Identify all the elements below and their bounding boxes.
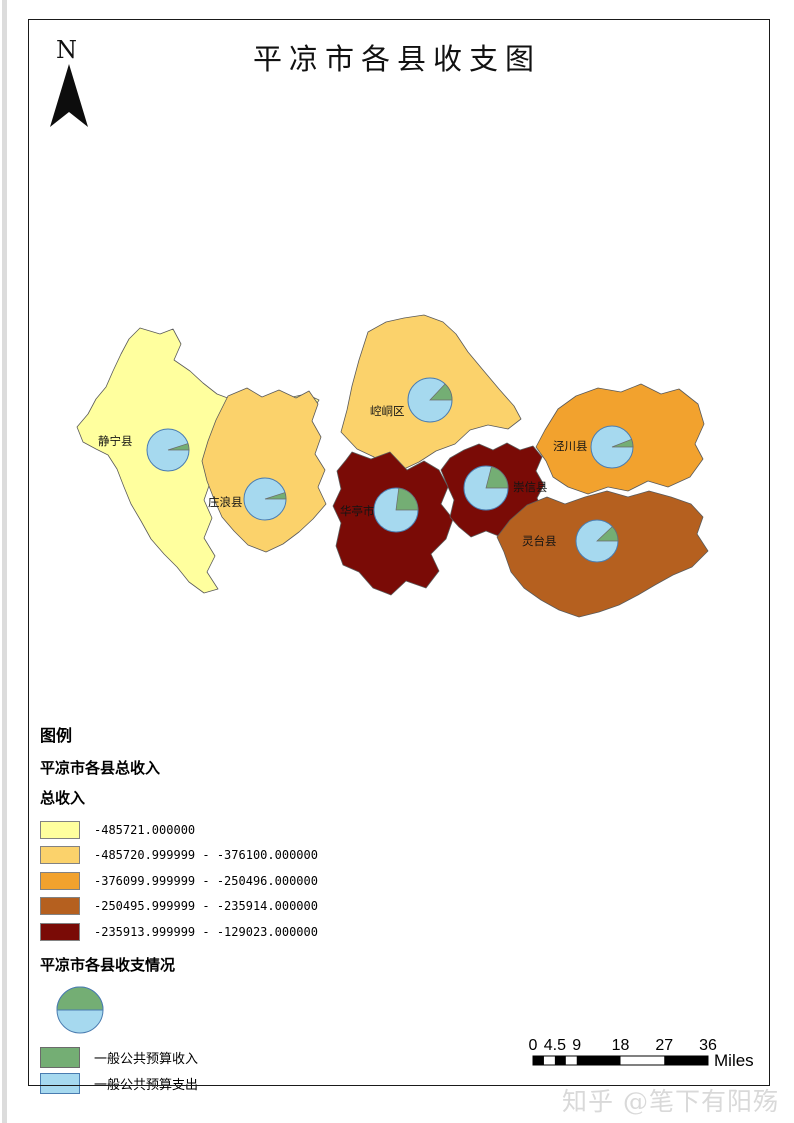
scale-bar-tick-label: 0 [529, 1037, 538, 1054]
legend-pie-item-label: 一般公共预算收入 [94, 1051, 199, 1067]
scale-bar-tick-label: 9 [572, 1037, 581, 1054]
scale-bar-tick-label: 4.5 [544, 1037, 566, 1054]
legend-pie-item-label: 一般公共预算支出 [94, 1077, 199, 1093]
legend-sample-pie-icon [56, 986, 104, 1033]
legend-heading: 图例 [40, 726, 73, 745]
scale-bar-segment [533, 1056, 544, 1065]
county-shape-kongtong [340, 314, 522, 471]
scale-bar-tick-label: 36 [699, 1037, 717, 1054]
legend-class-row: -250495.999999 - -235914.000000 [40, 894, 400, 920]
legend-class-label: -250495.999999 - -235914.000000 [94, 899, 318, 914]
scale-bar-tick-label: 18 [612, 1037, 630, 1054]
legend-pie-item-row: 一般公共预算支出 [40, 1071, 400, 1096]
scale-bar-tick-label: 27 [655, 1037, 673, 1054]
north-arrow-label: N [56, 36, 77, 64]
county-shape-jingchuan [535, 383, 705, 495]
legend-class-label: -485721.000000 [94, 822, 196, 837]
legend-class-row: -485721.000000 [40, 817, 400, 843]
legend-field-title: 总收入 [40, 789, 86, 807]
legend-pie-item-row: 一般公共预算收入 [40, 1045, 400, 1070]
legend-class-swatch [40, 871, 80, 890]
county-shape-zhuanglang [201, 387, 327, 553]
legend-class-row: -235913.999999 - -129023.000000 [40, 919, 400, 945]
legend-class-label: -235913.999999 - -129023.000000 [94, 924, 318, 939]
legend-class-row: -376099.999999 - -250496.000000 [40, 868, 400, 894]
legend-class-label: -376099.999999 - -250496.000000 [94, 873, 318, 888]
legend-class-swatch [40, 922, 80, 941]
north-arrow-icon [50, 64, 88, 127]
legend-class-list: -485721.000000 -485720.999999 - -376100.0… [40, 817, 400, 945]
legend: 图例 平凉市各县总收入 总收入 -485721.000000 -485720.99… [40, 722, 400, 1097]
legend-class-swatch [40, 897, 80, 916]
legend-class-row: -485720.999999 - -376100.000000 [40, 843, 400, 869]
scale-bar-unit-label: Miles [714, 1051, 754, 1070]
legend-pie-item-swatch [40, 1046, 80, 1068]
legend-pie-item-list: 一般公共预算收入 一般公共预算支出 [40, 1045, 400, 1096]
page-edge-shadow [2, 0, 7, 1123]
county-shape-lingtai [496, 490, 709, 618]
legend-class-swatch [40, 820, 80, 839]
county-shape-huating [332, 451, 454, 596]
watermark: 知乎 @笔下有阳殇 [562, 1087, 779, 1116]
scale-bar-segment [664, 1056, 708, 1065]
legend-layer2-title: 平凉市各县收支情况 [40, 955, 176, 974]
legend-layer1-title: 平凉市各县总收入 [40, 759, 161, 777]
page-title: 平凉市各县收支图 [252, 42, 541, 76]
scale-bar-segment [576, 1056, 621, 1065]
legend-class-label: -485720.999999 - -376100.000000 [94, 848, 318, 863]
legend-class-swatch [40, 846, 80, 865]
legend-pie-item-swatch [40, 1072, 80, 1094]
scale-bar-segment [554, 1056, 566, 1065]
